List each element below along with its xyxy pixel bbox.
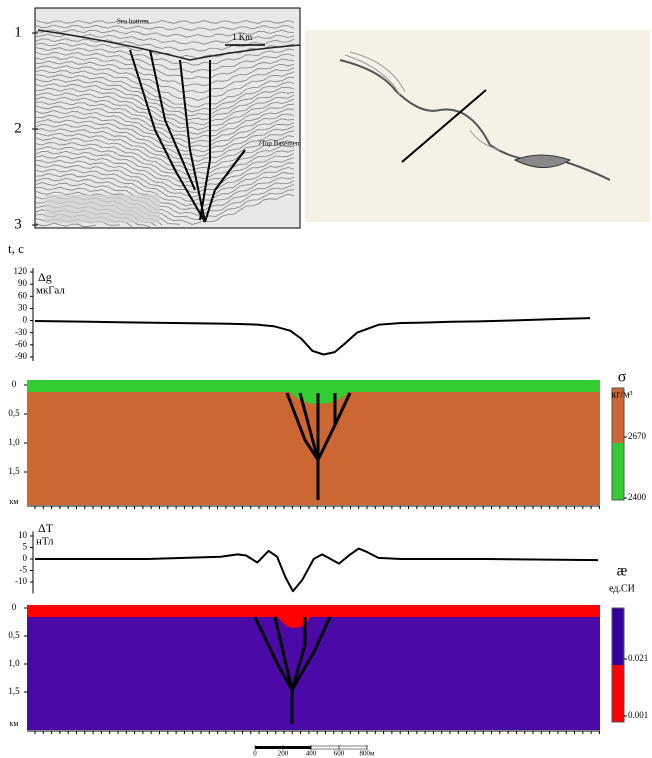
y-axis-label: мкГал — [36, 285, 65, 297]
y-tick-label: 90 — [18, 278, 28, 288]
y-tick-label: -5 — [20, 565, 28, 575]
magnetic-body — [27, 605, 600, 730]
figure: Sea bottom 1 Km ?Top Basement t, c 1 2 3 12… — [0, 0, 652, 758]
y-tick-label: 60 — [18, 290, 28, 300]
colorbar-segment — [612, 608, 624, 665]
colorbar-unit: ед.СИ — [609, 583, 635, 594]
depth-tick-label: 0 — [12, 379, 17, 389]
y-tick-label: 2 — [14, 120, 22, 136]
axis-label: t, c — [8, 241, 24, 256]
y-tick-label: -30 — [15, 327, 27, 337]
depth-tick-label: 0,5 — [8, 630, 20, 640]
chart-title: Δg — [38, 270, 52, 284]
colorbar-symbol: æ — [617, 563, 628, 580]
y-tick-label: 30 — [18, 302, 28, 312]
data-line — [35, 549, 598, 592]
density-top-layer — [27, 380, 600, 392]
scale-tick-label: 0 — [253, 750, 257, 758]
colorbar-symbol: σ — [618, 369, 627, 386]
y-axis-label: нТл — [36, 536, 54, 548]
y-tick-label: 120 — [14, 266, 28, 276]
colorbar-segment — [612, 665, 624, 722]
scale-tick-label: 400 — [306, 750, 317, 758]
seismic-blank — [45, 195, 160, 223]
magnetic-top-layer — [27, 605, 600, 617]
y-tick-label: 10 — [18, 530, 28, 540]
y-tick-label: 0 — [23, 553, 28, 563]
depth-unit: км — [10, 719, 19, 728]
colorbar-tick-label: 0.001 — [628, 710, 648, 720]
scale-tick-label: 200 — [278, 750, 289, 758]
colorbar-tick-label: 2400 — [628, 492, 647, 502]
y-tick-label: 0 — [23, 315, 28, 325]
colorbar-unit: кг/м³ — [611, 389, 632, 400]
depth-tick-label: 0,5 — [8, 408, 20, 418]
chart-title: ΔT — [38, 521, 54, 535]
annotation: ?Top Basement — [258, 140, 301, 148]
depth-tick-label: 1,5 — [8, 686, 20, 696]
data-line — [35, 318, 590, 354]
y-tick-label: -60 — [15, 339, 27, 349]
annotation: 1 Km — [232, 32, 252, 42]
scale-tick-label: 600 — [334, 750, 345, 758]
depth-tick-label: 1,5 — [8, 466, 20, 476]
depth-unit: км — [10, 497, 19, 506]
colorbar-tick-label: 2670 — [628, 431, 647, 441]
colorbar-segment — [612, 443, 624, 500]
y-tick-label: 1 — [14, 24, 22, 40]
depth-tick-label: 1,0 — [8, 437, 20, 447]
annotation: Sea bottom — [117, 18, 149, 26]
y-tick-label: 3 — [14, 216, 22, 232]
depth-tick-label: 0 — [12, 602, 17, 612]
y-tick-label: -10 — [15, 576, 27, 586]
y-tick-label: 5 — [23, 542, 28, 552]
depth-tick-label: 1,0 — [8, 658, 20, 668]
y-tick-label: -90 — [15, 351, 27, 361]
colorbar-tick-label: 0.021 — [628, 653, 648, 663]
scale-tick-label: 800м — [360, 750, 376, 758]
